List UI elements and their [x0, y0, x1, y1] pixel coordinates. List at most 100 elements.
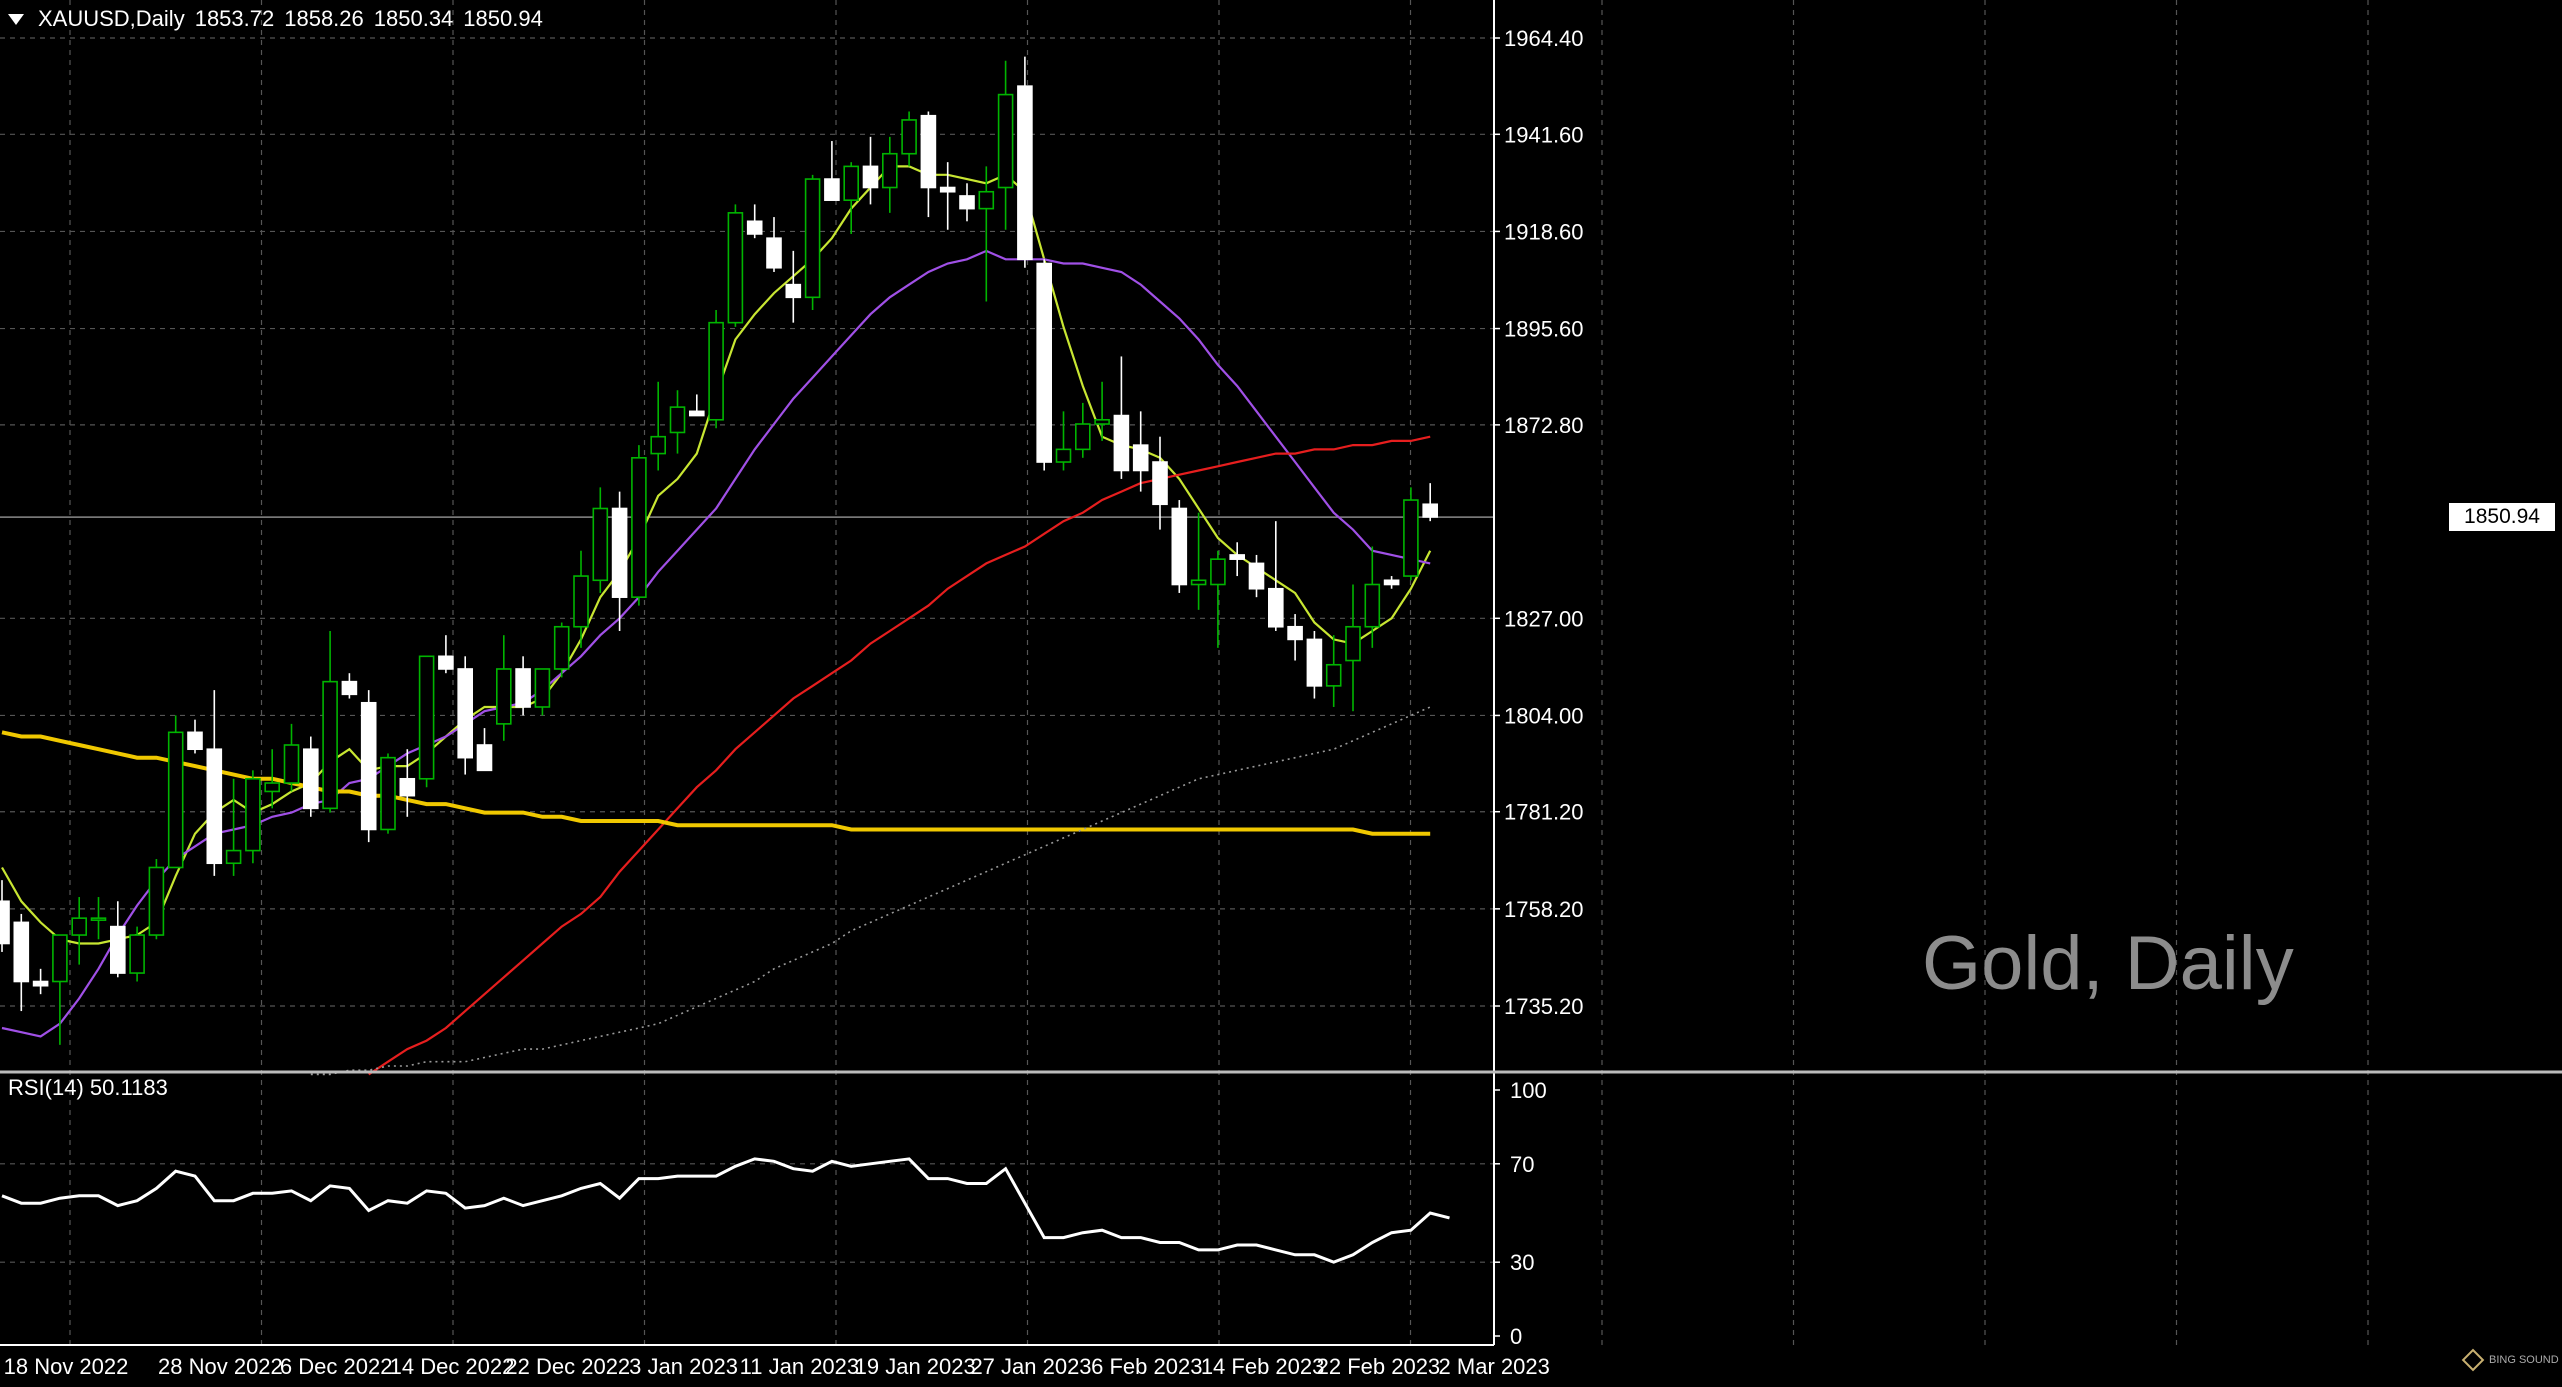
close-value: 1850.94 [463, 6, 543, 31]
moving-averages [1, 165, 1432, 1076]
candle-body [187, 731, 203, 751]
candle-body [978, 190, 995, 210]
x-tick-label: 14 Dec 2022 [390, 1354, 515, 1379]
candle-body [225, 849, 242, 865]
rsi-tick-label: 70 [1510, 1152, 1534, 1177]
candle-body [553, 625, 570, 670]
x-tick-label: 11 Jan 2023 [740, 1354, 859, 1379]
moving-average-line [310, 706, 1431, 1076]
x-tick-label: 6 Feb 2023 [1091, 1354, 1202, 1379]
candle-body [1132, 444, 1149, 472]
x-tick-label: 18 Nov 2022 [4, 1354, 129, 1379]
candle-body [727, 212, 744, 324]
candle-body [1325, 663, 1342, 687]
candle-body [71, 917, 87, 936]
x-tick-label: 28 Nov 2022 [158, 1354, 283, 1379]
x-tick-label: 3 Jan 2023 [629, 1354, 738, 1379]
candle-body [901, 119, 917, 155]
candle-body [881, 152, 898, 189]
candle-body [167, 731, 184, 869]
candle-body [573, 575, 589, 628]
candle-body [245, 777, 261, 852]
rsi-header: RSI(14) 50.1183 [8, 1075, 168, 1100]
candle-body [631, 457, 647, 598]
candle-body [418, 655, 435, 780]
rsi-line [1, 1157, 1450, 1264]
open-value: 1853.72 [194, 6, 275, 31]
candle-body [1306, 638, 1323, 687]
chart-watermark: Gold, Daily [1922, 921, 2294, 1006]
candle-body [997, 93, 1014, 189]
x-tick-label: 27 Jan 2023 [970, 1354, 1091, 1379]
candle-body [264, 782, 281, 793]
y-tick-label: 1872.80 [1504, 413, 1584, 438]
candle-body [1055, 448, 1072, 463]
candle-body [32, 980, 49, 987]
x-tick-label: 19 Jan 2023 [855, 1354, 976, 1379]
candle-body [360, 701, 377, 831]
candle-body [1171, 507, 1188, 586]
candle-body [862, 165, 879, 189]
y-tick-label: 1735.20 [1504, 994, 1584, 1019]
candle-body [1036, 262, 1052, 463]
candle-body [746, 220, 763, 235]
candle-body [804, 178, 821, 299]
candle-body [1248, 562, 1265, 590]
candle-body [1403, 499, 1419, 577]
candle-body [1190, 579, 1207, 586]
candle-body [1422, 503, 1438, 518]
current-price-label: 1850.94 [2449, 503, 2555, 532]
candle-body [534, 668, 551, 708]
rsi-tick-label: 100 [1510, 1078, 1547, 1103]
brand-logo: BING SOUND [2461, 1348, 2559, 1372]
candle-body [457, 668, 474, 759]
candle-body [1364, 583, 1381, 628]
candle-body [148, 866, 165, 936]
candle-body [843, 165, 860, 201]
candle-body [476, 744, 493, 772]
dropdown-triangle-icon[interactable] [8, 13, 24, 25]
y-tick-label: 1918.60 [1504, 219, 1584, 244]
candle-body [1229, 554, 1245, 560]
candle-body [688, 410, 705, 417]
candle-body [920, 114, 937, 189]
candle-body [322, 680, 338, 810]
symbol-name: XAUUSD,Daily [38, 6, 185, 31]
candle-body [13, 921, 30, 983]
brand-diamond-icon [2461, 1348, 2485, 1372]
candle-body [1383, 579, 1400, 586]
candle-body [650, 435, 667, 455]
candle-body [515, 668, 531, 708]
candle-body [824, 178, 840, 201]
y-tick-label: 1964.40 [1504, 26, 1584, 51]
x-tick-label: 22 Feb 2023 [1317, 1354, 1441, 1379]
low-value: 1850.34 [373, 6, 454, 31]
symbol-header[interactable]: XAUUSD,Daily 1853.72 1858.26 1850.34 185… [8, 6, 543, 32]
y-tick-label: 1941.60 [1504, 122, 1584, 147]
candle-body [438, 655, 454, 670]
rsi-tick-label: 0 [1510, 1324, 1522, 1349]
candle-body [959, 195, 975, 210]
rsi-tick-label: 30 [1510, 1250, 1534, 1275]
moving-average-line [1, 730, 1431, 836]
candle-body [1152, 461, 1168, 506]
candle-body [206, 748, 223, 865]
y-tick-label: 1827.00 [1504, 606, 1584, 631]
candle-body [399, 777, 416, 797]
candle-body [1210, 558, 1226, 586]
candles [0, 56, 1438, 1045]
y-tick-label: 1804.00 [1504, 703, 1584, 728]
brand-text: BING SOUND [2489, 1353, 2559, 1366]
y-tick-label: 1758.20 [1504, 897, 1584, 922]
candle-body [1345, 625, 1361, 662]
candle-body [90, 917, 107, 921]
x-tick-label: 6 Dec 2022 [280, 1354, 393, 1379]
x-tick-label: 14 Feb 2023 [1201, 1354, 1325, 1379]
candle-body [495, 668, 512, 725]
candle-body [129, 934, 145, 974]
candle-body [785, 283, 802, 299]
y-tick-label: 1895.60 [1504, 317, 1584, 342]
